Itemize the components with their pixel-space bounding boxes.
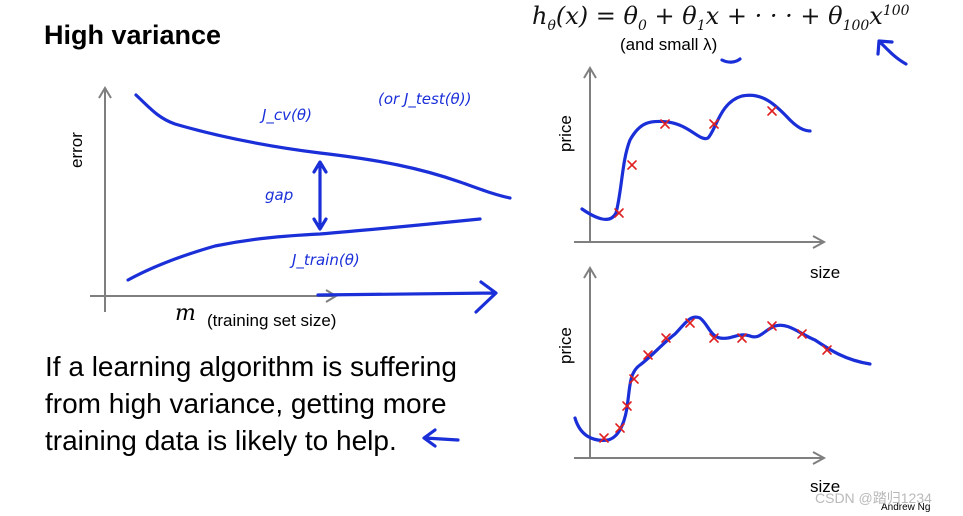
statement-pointer-arrow	[422, 428, 460, 448]
data-point-marker	[767, 321, 777, 331]
statement-line: from high variance, getting more	[45, 388, 447, 419]
increase-m-arrow	[316, 280, 498, 314]
test-error-note: (or J_test(θ))	[378, 90, 471, 109]
data-point-marker	[622, 401, 632, 411]
data-point-marker	[615, 423, 625, 433]
y-axis-arrowhead	[98, 86, 112, 99]
fit2-price-label: price	[556, 327, 575, 364]
statement-line: If a learning algorithm is suffering	[45, 351, 457, 382]
data-point-marker	[627, 160, 637, 170]
data-point-marker	[709, 333, 719, 343]
train-error-curve	[126, 217, 482, 282]
fit2-size-label: size	[810, 477, 840, 496]
fit2-x-axis-arrowhead	[812, 451, 827, 465]
fit1-data-points	[614, 106, 777, 218]
lambda-underline	[720, 57, 742, 64]
data-point-marker	[685, 318, 695, 328]
fit1-y-axis-arrowhead	[583, 66, 597, 79]
training-set-size-label: (training set size)	[207, 311, 336, 330]
statement-line: training data is likely to help.	[45, 425, 397, 456]
statement-text: If a learning algorithm is suffering fro…	[45, 348, 495, 459]
slide-title: High variance	[44, 20, 222, 50]
data-point-marker	[767, 106, 777, 116]
data-point-marker	[643, 350, 653, 360]
data-point-marker	[629, 374, 639, 384]
data-point-marker	[661, 333, 671, 343]
learning-curve-plot: error m (training set size) J_cv(θ) (or …	[67, 86, 512, 330]
watermark: CSDN @踏归1234	[815, 490, 932, 506]
fit-plot-small-m: price size	[556, 66, 840, 282]
gap-arrow	[312, 160, 328, 231]
error-axis-label: error	[67, 132, 86, 168]
fit2-curve	[573, 315, 872, 442]
fit1-size-label: size	[810, 263, 840, 282]
data-point-marker	[822, 345, 832, 355]
data-point-marker	[797, 329, 807, 339]
fit-plot-large-m: price size	[556, 266, 872, 496]
m-symbol: m	[175, 301, 196, 326]
fit1-price-label: price	[556, 115, 575, 152]
formula-pointer-arrow	[876, 39, 908, 66]
data-point-marker	[614, 208, 624, 218]
fit2-y-axis-arrowhead	[583, 266, 597, 279]
formula-note: (and small λ)	[620, 35, 718, 54]
data-point-marker	[660, 119, 670, 129]
author-credit: Andrew Ng	[881, 502, 931, 513]
fit1-curve	[580, 93, 812, 221]
gap-label: gap	[265, 186, 293, 204]
data-point-marker	[599, 433, 609, 443]
train-curve-label: J_train(θ)	[289, 251, 360, 270]
fit1-x-axis-arrowhead	[812, 235, 827, 249]
fit2-data-points	[599, 318, 832, 443]
data-point-marker	[709, 119, 719, 129]
cv-error-curve	[134, 93, 512, 200]
hypothesis-formula: hθ(x) = θ0 + θ1x + · · · + θ100x100	[532, 2, 910, 34]
cv-curve-label: J_cv(θ)	[259, 106, 312, 125]
data-point-marker	[737, 333, 747, 343]
